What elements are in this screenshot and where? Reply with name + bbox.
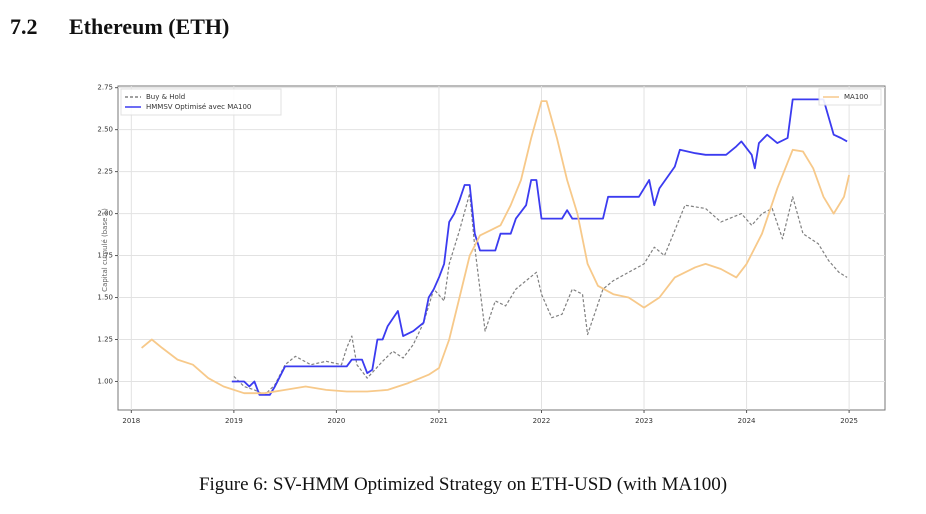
data-line <box>141 100 850 395</box>
legend-label: MA100 <box>844 93 868 101</box>
legend-box <box>120 88 282 116</box>
y-tick-label: 2.75 <box>97 84 113 92</box>
y-axis-label: Capital cumulé (base 1) <box>101 208 109 292</box>
y-tick-label: 2.50 <box>97 126 113 134</box>
x-tick-label: 2020 <box>327 417 345 425</box>
y-tick-label: 1.75 <box>97 252 113 260</box>
legend-label: HMMSV Optimisé avec MA100 <box>146 103 251 111</box>
y-tick-label: 1.00 <box>97 377 113 385</box>
x-tick-label: 2018 <box>122 417 140 425</box>
x-tick-label: 2024 <box>738 417 756 425</box>
legend-box <box>818 88 882 106</box>
x-tick-label: 2025 <box>840 417 858 425</box>
section-number: 7.2 <box>10 14 38 39</box>
x-tick-label: 2022 <box>533 417 551 425</box>
plot-frame <box>117 85 886 411</box>
y-tick-label: 1.50 <box>97 294 113 302</box>
x-tick-label: 2023 <box>635 417 653 425</box>
y-tick-label: 1.25 <box>97 335 113 343</box>
data-line <box>233 192 848 396</box>
data-line <box>231 98 848 396</box>
chart: Capital cumulé (base 1) 1.00 1.25 1.50 1.75… <box>97 84 886 425</box>
y-tick-label: 2.25 <box>97 168 113 176</box>
legend-label: Buy & Hold <box>146 93 185 101</box>
figure-caption: Figure 6: SV-HMM Optimized Strategy on E… <box>198 474 728 495</box>
x-tick-label: 2021 <box>430 417 448 425</box>
y-tick-label: 2.00 <box>97 210 113 218</box>
x-tick-label: 2019 <box>225 417 243 425</box>
section-title: Ethereum (ETH) <box>69 14 230 39</box>
